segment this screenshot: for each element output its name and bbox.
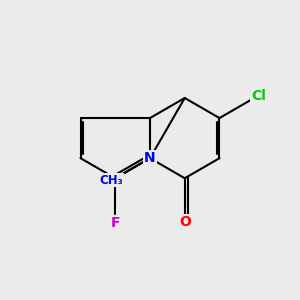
Text: Cl: Cl [251,88,266,103]
Text: N: N [144,151,156,165]
Text: CH₃: CH₃ [100,174,123,187]
Text: F: F [110,216,120,230]
Text: O: O [179,215,191,229]
